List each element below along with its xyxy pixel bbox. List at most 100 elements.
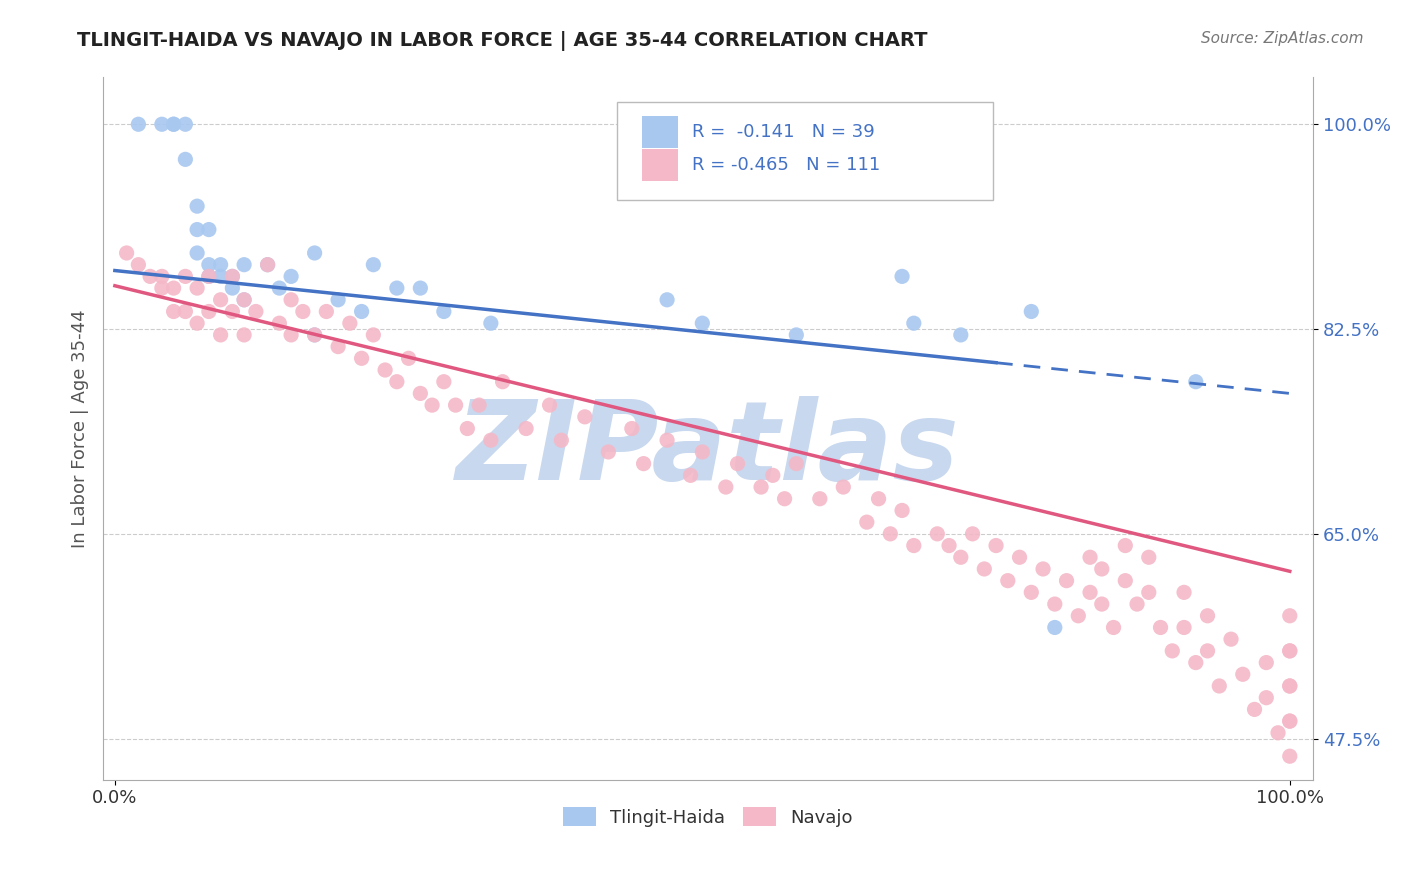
Point: [550, 434, 572, 448]
Point: [280, 293, 302, 307]
Point: [186, 222, 208, 236]
Point: [174, 153, 197, 167]
Bar: [641, 117, 678, 148]
Point: [269, 281, 291, 295]
Point: [221, 269, 243, 284]
Point: [233, 293, 256, 307]
Point: [1091, 597, 1114, 611]
Point: [1114, 539, 1136, 553]
Point: [655, 434, 678, 448]
Point: [198, 304, 221, 318]
Point: [1149, 620, 1171, 634]
Point: [256, 258, 278, 272]
Point: [326, 293, 349, 307]
Point: [420, 398, 443, 412]
Point: [350, 304, 373, 318]
Point: [491, 375, 513, 389]
Text: Source: ZipAtlas.com: Source: ZipAtlas.com: [1201, 31, 1364, 46]
Point: [444, 398, 467, 412]
Point: [679, 468, 702, 483]
Text: R =  -0.141   N = 39: R = -0.141 N = 39: [693, 123, 875, 141]
Point: [1278, 784, 1301, 798]
Point: [984, 539, 1007, 553]
Point: [949, 327, 972, 342]
Point: [1056, 574, 1078, 588]
Point: [1078, 585, 1101, 599]
Point: [245, 304, 267, 318]
Point: [363, 327, 385, 342]
Point: [808, 491, 831, 506]
Point: [221, 304, 243, 318]
Y-axis label: In Labor Force | Age 35-44: In Labor Force | Age 35-44: [72, 310, 89, 548]
Point: [280, 269, 302, 284]
Point: [1021, 585, 1043, 599]
Point: [1232, 667, 1254, 681]
Point: [339, 316, 361, 330]
Point: [903, 539, 925, 553]
Point: [891, 503, 914, 517]
Point: [1137, 550, 1160, 565]
Point: [1043, 620, 1066, 634]
Point: [1278, 644, 1301, 658]
Point: [1278, 679, 1301, 693]
Point: [949, 550, 972, 565]
Point: [1173, 620, 1195, 634]
Point: [1032, 562, 1054, 576]
Point: [162, 304, 184, 318]
Point: [903, 316, 925, 330]
Point: [1278, 679, 1301, 693]
Point: [209, 293, 232, 307]
Point: [326, 340, 349, 354]
Point: [350, 351, 373, 366]
Point: [304, 327, 326, 342]
Point: [727, 457, 749, 471]
Point: [150, 281, 173, 295]
Point: [433, 375, 456, 389]
Point: [773, 491, 796, 506]
Point: [1184, 375, 1206, 389]
Point: [479, 434, 502, 448]
Point: [186, 199, 208, 213]
Point: [198, 269, 221, 284]
Point: [209, 269, 232, 284]
Point: [233, 327, 256, 342]
Point: [973, 562, 995, 576]
Point: [1173, 585, 1195, 599]
Point: [174, 304, 197, 318]
Point: [1114, 574, 1136, 588]
Point: [468, 398, 491, 412]
Point: [1078, 550, 1101, 565]
Point: [385, 375, 408, 389]
Point: [1102, 620, 1125, 634]
Point: [962, 526, 984, 541]
Point: [374, 363, 396, 377]
Point: [692, 316, 714, 330]
Point: [186, 281, 208, 295]
Point: [409, 281, 432, 295]
Legend: Tlingit-Haida, Navajo: Tlingit-Haida, Navajo: [557, 800, 860, 834]
Point: [1243, 702, 1265, 716]
Point: [832, 480, 855, 494]
Point: [150, 117, 173, 131]
Point: [1256, 690, 1278, 705]
Point: [1043, 597, 1066, 611]
Point: [1278, 714, 1301, 728]
Point: [714, 480, 737, 494]
Point: [433, 304, 456, 318]
Point: [574, 409, 596, 424]
Point: [1278, 714, 1301, 728]
FancyBboxPatch shape: [617, 102, 993, 201]
Point: [1137, 585, 1160, 599]
Point: [186, 246, 208, 260]
Point: [162, 281, 184, 295]
Point: [162, 117, 184, 131]
Point: [1208, 679, 1230, 693]
Point: [1278, 644, 1301, 658]
Point: [1278, 749, 1301, 764]
Point: [198, 269, 221, 284]
Point: [479, 316, 502, 330]
Point: [1220, 632, 1243, 647]
Point: [785, 327, 807, 342]
Point: [1278, 608, 1301, 623]
Point: [515, 421, 537, 435]
